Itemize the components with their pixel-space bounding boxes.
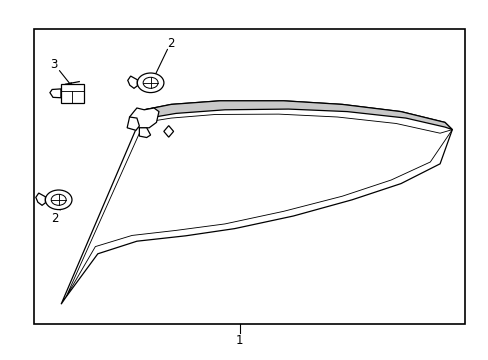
Bar — [34, 29, 464, 324]
Polygon shape — [129, 108, 159, 128]
Polygon shape — [61, 101, 451, 304]
Circle shape — [137, 73, 163, 93]
Text: 1: 1 — [235, 334, 243, 347]
Text: 2: 2 — [167, 37, 175, 50]
Polygon shape — [36, 193, 45, 205]
Circle shape — [51, 194, 66, 205]
Polygon shape — [50, 89, 61, 98]
Circle shape — [45, 190, 72, 210]
Polygon shape — [163, 126, 173, 137]
Text: 2: 2 — [51, 212, 59, 225]
Polygon shape — [139, 128, 150, 138]
Polygon shape — [127, 117, 139, 130]
Circle shape — [143, 77, 158, 88]
Bar — [61, 84, 83, 103]
Polygon shape — [127, 76, 137, 88]
Polygon shape — [144, 101, 451, 130]
Text: 3: 3 — [50, 58, 58, 71]
